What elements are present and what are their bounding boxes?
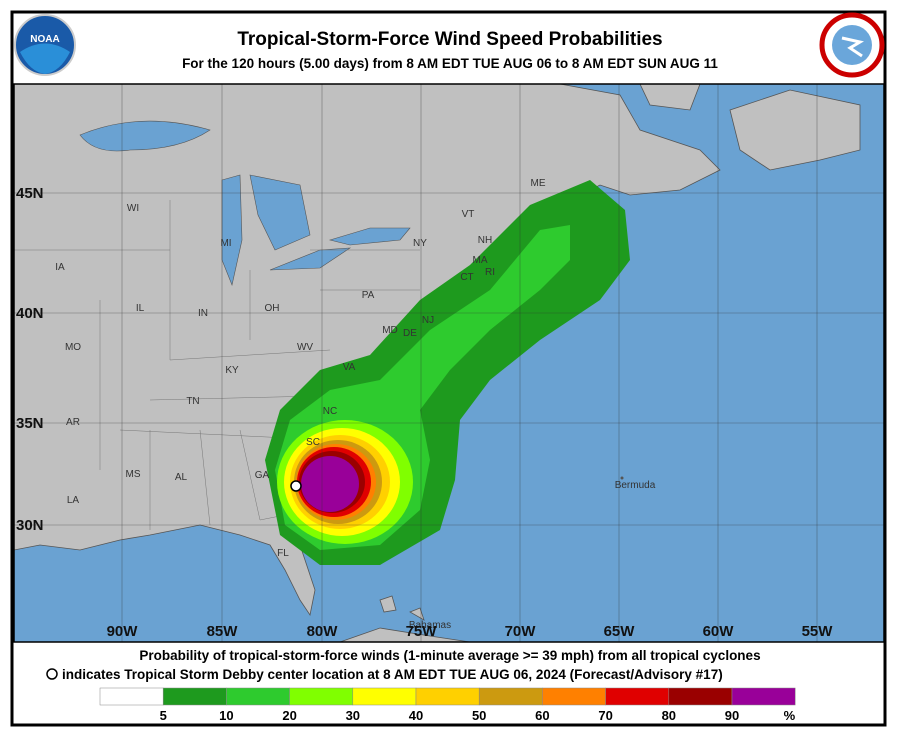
place-label: DE bbox=[403, 328, 417, 339]
lat-label: 30N bbox=[16, 517, 44, 534]
legend-swatch bbox=[478, 687, 543, 706]
legend-swatch bbox=[162, 687, 227, 706]
lon-label: 90W bbox=[107, 623, 139, 640]
place-label: MS bbox=[126, 469, 141, 480]
legend-label: 60 bbox=[535, 708, 549, 723]
place-label: CT bbox=[460, 272, 473, 283]
lon-label: 75W bbox=[406, 623, 438, 640]
place-labels: WI MI NY VT NH ME MA CT RI IA IL IN OH P… bbox=[55, 178, 655, 631]
legend-swatch bbox=[226, 687, 290, 706]
legend-label: 50 bbox=[472, 708, 486, 723]
place-label: FL bbox=[277, 548, 289, 559]
place-label: NJ bbox=[422, 315, 434, 326]
place-label: IA bbox=[55, 262, 65, 273]
storm-center bbox=[290, 480, 302, 492]
place-label: WV bbox=[297, 342, 313, 353]
lon-label: 65W bbox=[604, 623, 636, 640]
legend-label: 20 bbox=[282, 708, 296, 723]
place-label: NH bbox=[478, 235, 492, 246]
footer-note: Probability of tropical-storm-force wind… bbox=[139, 648, 760, 663]
place-label: AR bbox=[66, 417, 80, 428]
lat-label: 45N bbox=[16, 185, 44, 202]
legend-label: 10 bbox=[219, 708, 233, 723]
place-label: KY bbox=[225, 365, 239, 376]
place-label: WI bbox=[127, 203, 139, 214]
legend-label: 70 bbox=[598, 708, 612, 723]
place-label: NC bbox=[323, 406, 337, 417]
place-label: Bermuda bbox=[615, 480, 656, 491]
lon-label: 60W bbox=[703, 623, 735, 640]
legend-swatch bbox=[352, 687, 417, 706]
legend-label: 80 bbox=[662, 708, 676, 723]
place-label: OH bbox=[265, 303, 280, 314]
svg-text:NOAA: NOAA bbox=[30, 34, 59, 45]
legend: 5 10 20 30 40 50 60 70 80 90% bbox=[99, 687, 796, 723]
legend-label: 30 bbox=[346, 708, 360, 723]
grid bbox=[14, 84, 884, 642]
place-label: IN bbox=[198, 308, 208, 319]
nws-logo bbox=[819, 12, 885, 78]
place-label: GA bbox=[255, 470, 270, 481]
place-label: Bahamas bbox=[409, 620, 451, 631]
legend-swatch bbox=[605, 687, 670, 706]
place-label: VA bbox=[343, 362, 356, 373]
lon-label: 55W bbox=[802, 623, 834, 640]
lon-label: 85W bbox=[207, 623, 239, 640]
legend-label: 5 bbox=[160, 708, 167, 723]
place-label: MD bbox=[382, 325, 398, 336]
lon-labels: 90W 85W 80W 75W 70W 65W 60W 55W bbox=[107, 623, 834, 640]
legend-label: 90 bbox=[725, 708, 739, 723]
place-label: MI bbox=[220, 238, 231, 249]
map bbox=[14, 84, 884, 642]
place-label: NY bbox=[413, 238, 427, 249]
legend-swatch bbox=[542, 687, 606, 706]
storm-note: indicates Tropical Storm Debby center lo… bbox=[62, 667, 723, 682]
noaa-logo: NOAA bbox=[14, 14, 76, 76]
place-label: MO bbox=[65, 342, 81, 353]
lat-labels: 45N 40N 35N 30N bbox=[16, 185, 44, 534]
place-label: IL bbox=[136, 303, 145, 314]
legend-swatch bbox=[415, 687, 480, 706]
legend-swatch bbox=[99, 687, 164, 706]
place-label: LA bbox=[67, 495, 80, 506]
subtitle: For the 120 hours (5.00 days) from 8 AM … bbox=[182, 56, 718, 71]
place-label: SC bbox=[306, 437, 320, 448]
title: Tropical-Storm-Force Wind Speed Probabil… bbox=[237, 29, 662, 50]
place-label: RI bbox=[485, 267, 495, 278]
place-label: TN bbox=[186, 396, 199, 407]
legend-swatch bbox=[289, 687, 354, 706]
legend-label: 40 bbox=[409, 708, 423, 723]
lat-label: 35N bbox=[16, 415, 44, 432]
storm-icon bbox=[46, 668, 58, 680]
place-label: VT bbox=[462, 209, 475, 220]
place-label: AL bbox=[175, 472, 188, 483]
place-label: MA bbox=[473, 255, 488, 266]
legend-swatch bbox=[731, 687, 796, 706]
place-label: ME bbox=[531, 178, 546, 189]
lon-label: 80W bbox=[307, 623, 339, 640]
lat-label: 40N bbox=[16, 305, 44, 322]
place-label: PA bbox=[362, 290, 375, 301]
legend-label: % bbox=[784, 708, 796, 723]
lon-label: 70W bbox=[505, 623, 537, 640]
legend-swatch bbox=[668, 687, 733, 706]
